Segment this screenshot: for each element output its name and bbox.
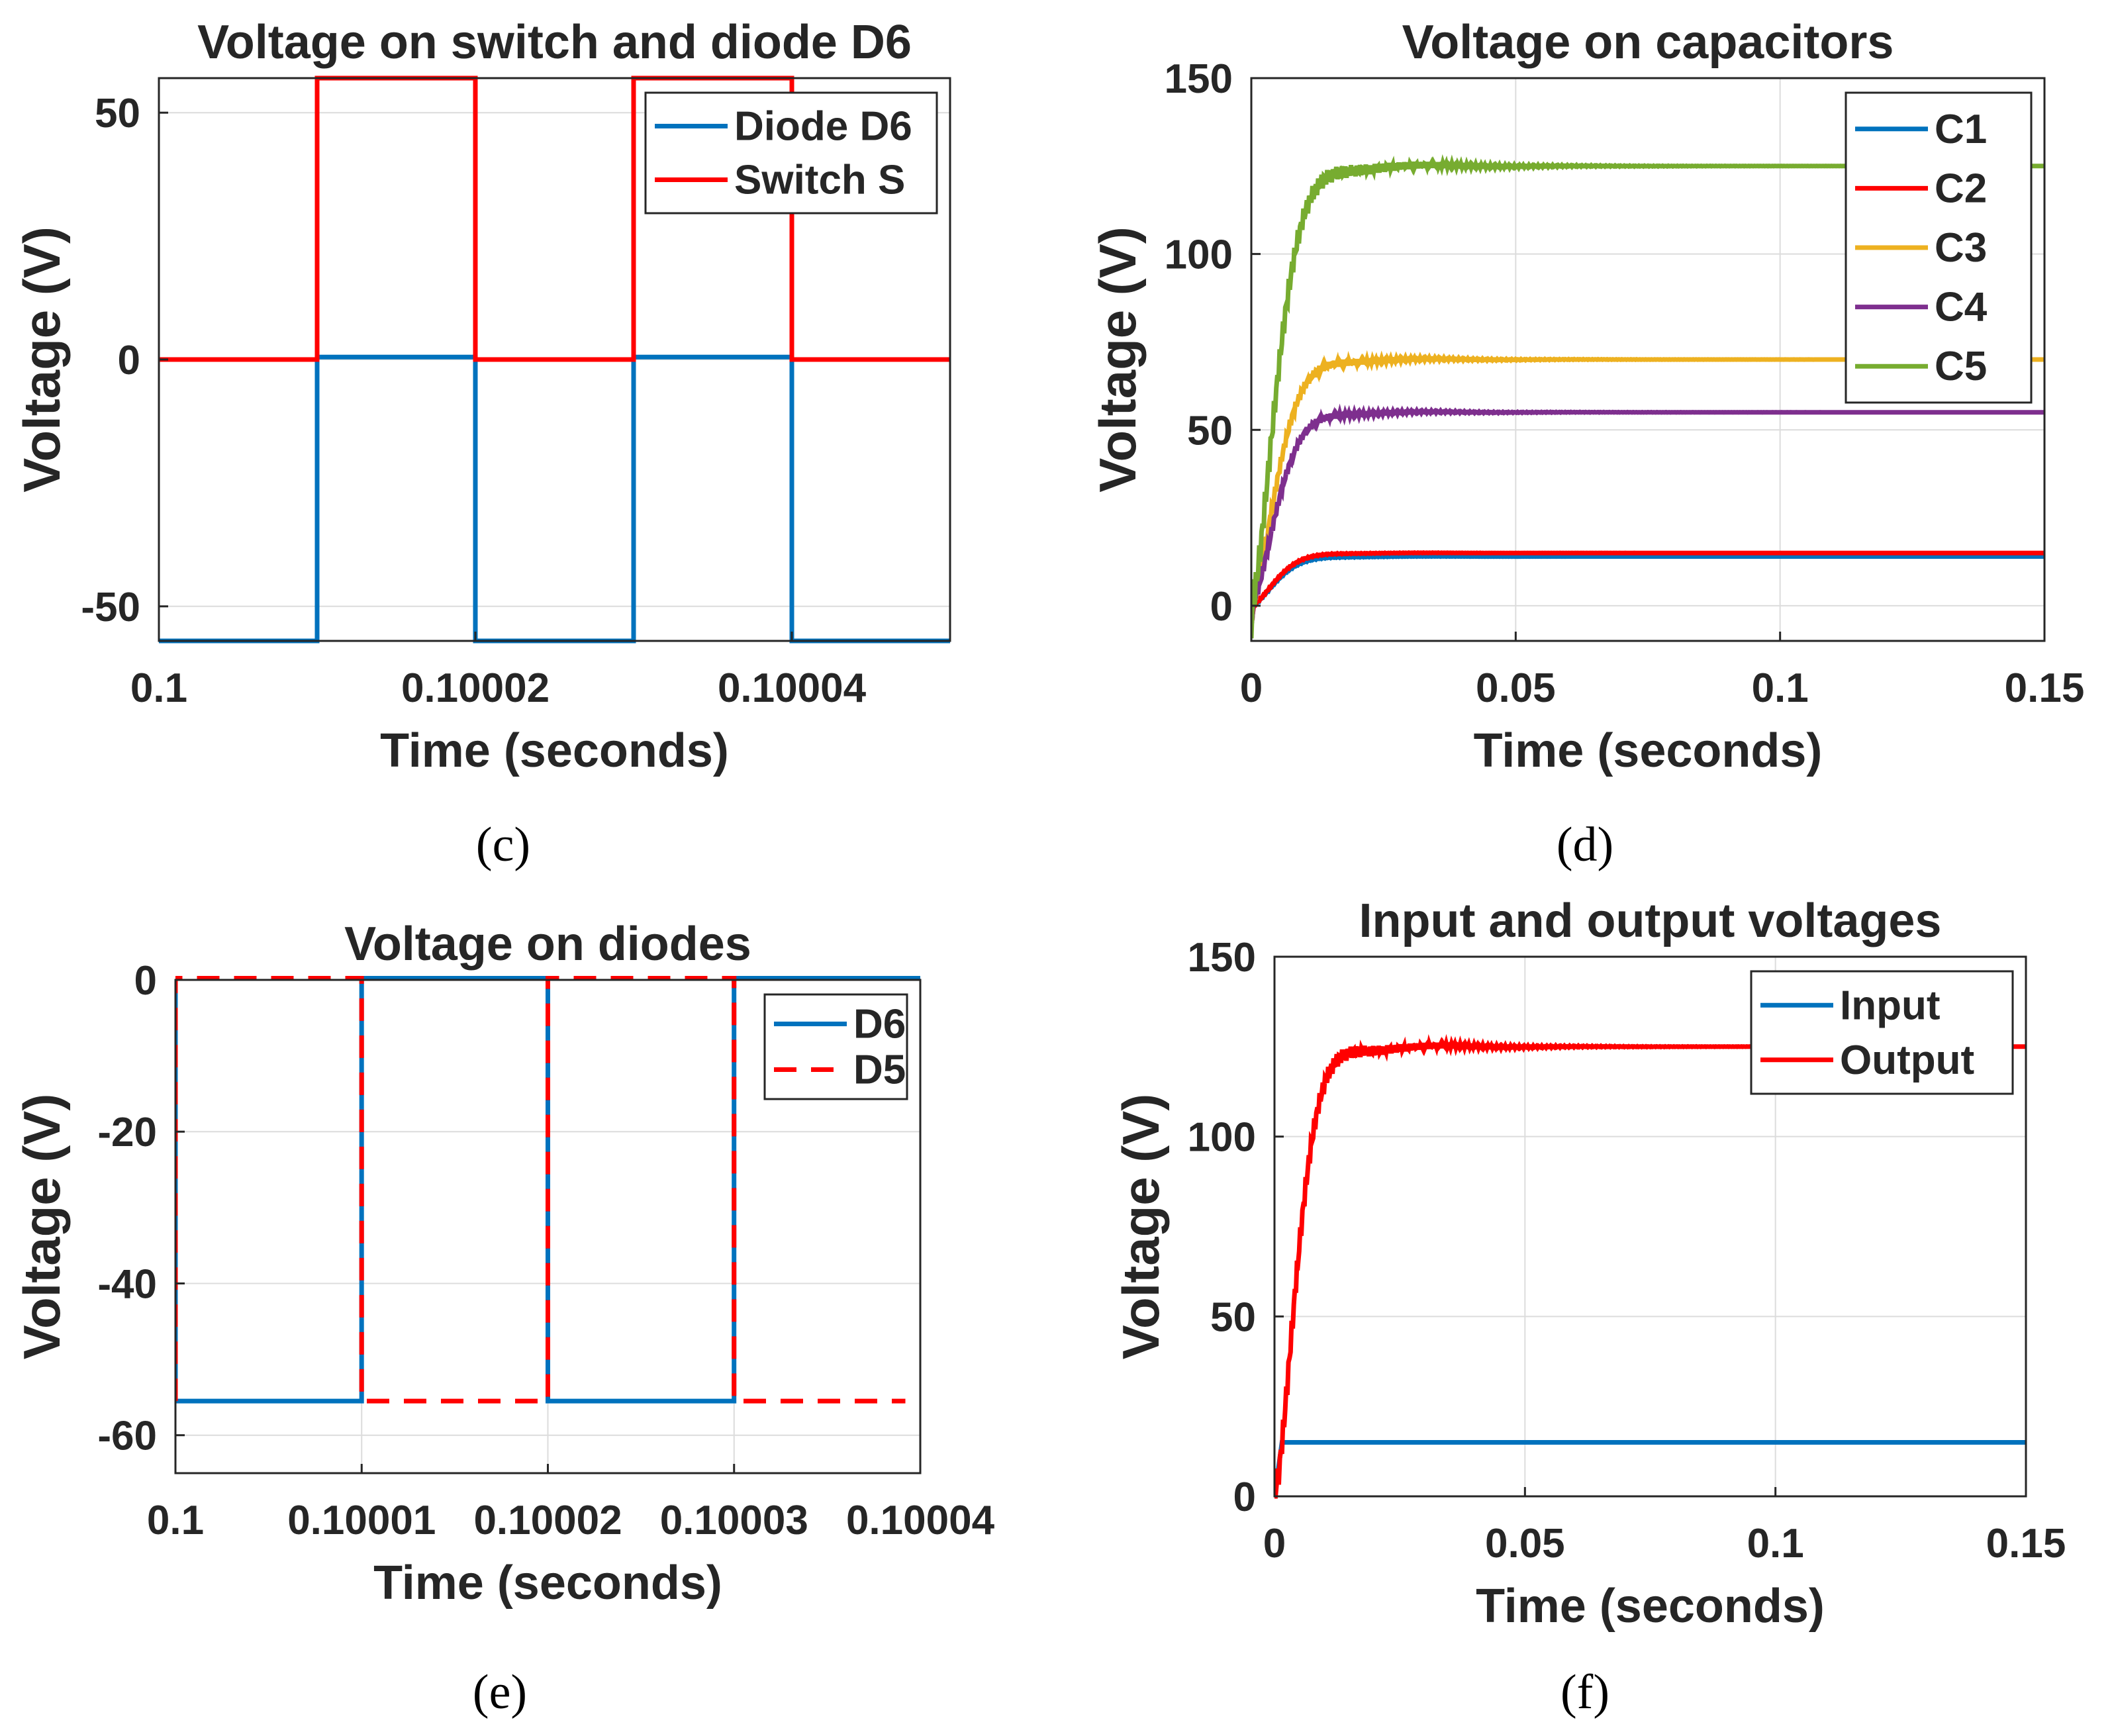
- x-tick-label: 0: [1263, 1521, 1286, 1567]
- y-axis-label: Voltage (V): [13, 226, 71, 493]
- subfigure-caption: (e): [473, 1665, 527, 1719]
- x-tick-label: 0.15: [2005, 665, 2085, 711]
- legend-entry: C5: [1935, 344, 1987, 389]
- y-tick-label: -20: [97, 1110, 157, 1155]
- subfigure-caption: (f): [1560, 1665, 1609, 1719]
- legend-entry: Switch S: [734, 158, 905, 203]
- chart-title: Voltage on capacitors: [1402, 16, 1894, 69]
- legend-box: [763, 993, 908, 1100]
- y-tick-label: 0: [134, 958, 157, 1004]
- series-group: [1251, 154, 2044, 639]
- legend-entry: Output: [1840, 1037, 1974, 1083]
- subfigure-caption: (c): [476, 818, 530, 872]
- legend-entry: Input: [1840, 983, 1941, 1028]
- x-tick-label: 0.05: [1485, 1521, 1565, 1567]
- x-tick-label: 0.10001: [287, 1498, 436, 1543]
- x-tick-label: 0.1: [147, 1498, 204, 1543]
- legend: C1 C2 C3 C4 C5: [1845, 91, 2033, 404]
- y-tick-label: 150: [1188, 935, 1256, 981]
- x-tick-label: 0.10002: [401, 665, 550, 711]
- chart-title: Voltage on switch and diode D6: [197, 16, 912, 69]
- chart-f: 0 0.05 0.1 0.15 0 50 100 150 Input and output vo…: [1112, 894, 2066, 1719]
- chart-title: Input and output voltages: [1359, 894, 1942, 947]
- chart-c: 0.1 0.10002 0.10004 -50 0 50 Voltage on switch…: [13, 16, 951, 872]
- series-line-c4: [1251, 403, 2044, 626]
- y-tick-label: 50: [95, 91, 140, 136]
- y-axis-label: Voltage (V): [1088, 226, 1147, 493]
- y-axis-label: Voltage (V): [1112, 1094, 1170, 1360]
- legend-entry: C4: [1935, 285, 1988, 330]
- x-tick-label: 0.10003: [660, 1498, 808, 1543]
- y-tick-label: -60: [97, 1414, 157, 1459]
- legend-box: [644, 91, 938, 215]
- y-tick-label: 100: [1165, 232, 1233, 278]
- series-line-c1: [1251, 554, 2044, 628]
- legend-entry: D6: [853, 1002, 906, 1047]
- x-tick-label: 0.10004: [846, 1498, 995, 1543]
- legend-entry: C2: [1935, 166, 1987, 211]
- series-line-d5: [175, 976, 906, 1404]
- x-tick-label: 0.15: [1986, 1521, 2066, 1567]
- y-tick-label: 100: [1188, 1115, 1256, 1161]
- x-tick-label: 0.05: [1476, 665, 1556, 711]
- legend-entry: Diode D6: [734, 104, 912, 150]
- x-tick-label: 0: [1240, 665, 1263, 711]
- x-tick-label: 0.1: [1752, 665, 1809, 711]
- legend: Diode D6 Switch S: [644, 91, 938, 215]
- x-axis-label: Time (seconds): [380, 724, 729, 777]
- x-tick-label: 0.1: [1747, 1521, 1804, 1567]
- legend-entry: D5: [853, 1047, 906, 1093]
- axes-box: [1250, 77, 2046, 642]
- legend: Input Output: [1750, 970, 2014, 1095]
- y-tick-label: -50: [81, 585, 140, 630]
- x-tick-label: 0.10004: [718, 665, 867, 711]
- legend-box: [1750, 970, 2014, 1095]
- x-tick-label: 0.10002: [473, 1498, 622, 1543]
- subfigure-caption: (d): [1557, 818, 1613, 872]
- series-line-c2: [1251, 550, 2044, 626]
- chart-e: 0.1 0.10001 0.10002 0.10003 0.10004 -60 -40 -20…: [13, 918, 995, 1719]
- x-tick-label: 0.1: [130, 665, 187, 711]
- x-axis-label: Time (seconds): [1474, 724, 1823, 777]
- y-axis-label: Voltage (V): [13, 1094, 71, 1360]
- chart-d: 0 0.05 0.1 0.15 0 50 100 150 Voltage on capacito…: [1088, 16, 2084, 872]
- series-line-switch-s: [159, 75, 950, 362]
- x-axis-label: Time (seconds): [1476, 1580, 1825, 1633]
- axes-box: [1273, 955, 2027, 1498]
- y-tick-label: 0: [1233, 1474, 1256, 1520]
- chart-title: Voltage on diodes: [344, 918, 751, 971]
- y-tick-label: -40: [97, 1261, 157, 1307]
- legend-entry: C1: [1935, 107, 1987, 152]
- y-tick-label: 0: [1210, 584, 1233, 630]
- y-tick-label: 0: [118, 338, 140, 383]
- y-tick-label: 150: [1165, 56, 1233, 102]
- legend-entry: C3: [1935, 225, 1987, 271]
- series-group: [175, 976, 920, 1404]
- y-tick-label: 50: [1210, 1294, 1256, 1340]
- x-axis-label: Time (seconds): [373, 1557, 722, 1610]
- y-tick-label: 50: [1187, 408, 1233, 454]
